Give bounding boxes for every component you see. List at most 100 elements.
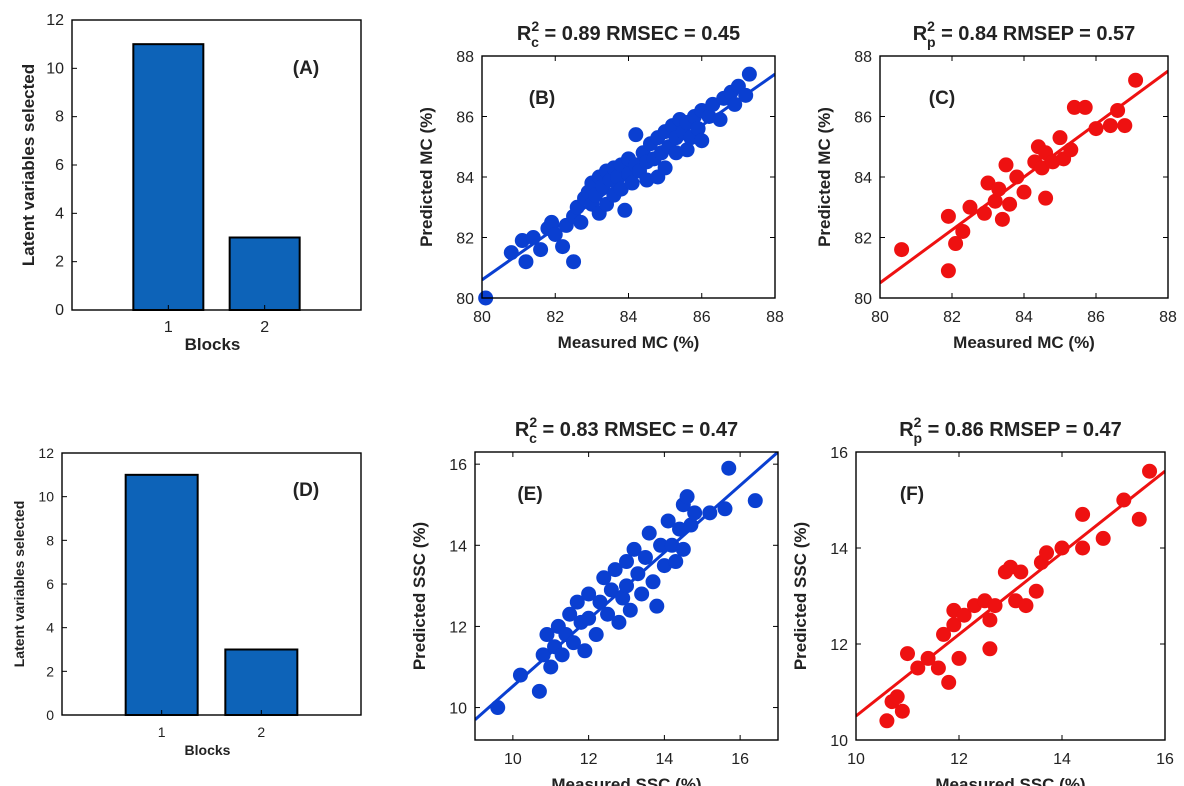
data-point [1131,511,1147,527]
data-point [940,263,956,279]
data-point [657,160,673,176]
data-point [879,713,895,729]
y-tick-label: 80 [456,291,474,308]
data-point [637,549,653,565]
y-tick-label: 82 [456,231,474,248]
y-tick-label: 8 [55,109,64,126]
data-point [581,586,597,602]
data-point [613,181,629,197]
data-point [1075,506,1091,522]
data-point [660,513,676,529]
data-point [596,570,612,586]
data-point [649,598,665,614]
x-tick-label: 12 [950,751,968,768]
panel-c-scatter: 80 82 84 86 88 80 82 84 86 88 Measured MC (%) Predi… [815,18,1177,352]
data-point [955,223,971,239]
data-point [738,87,754,103]
x-tick-label: 16 [731,751,749,768]
title-stats: = 0.89 RMSEC = 0.45 [539,23,740,45]
y-tick-label: 2 [55,254,64,271]
y-tick-label: 4 [55,205,64,222]
x-tick-label: 1 [164,319,173,336]
data-point [721,460,737,476]
data-point [894,242,910,258]
data-point [910,660,926,676]
panel-letter: (F) [900,484,924,505]
x-tick-label: 82 [546,309,564,326]
data-point [615,590,631,606]
data-point [668,554,684,570]
data-point [1077,99,1093,115]
x-tick-label: 80 [871,309,889,326]
data-point [936,626,952,642]
data-point [712,112,728,128]
data-point [525,230,541,245]
y-tick-label: 12 [830,637,848,654]
data-point [544,214,560,230]
y-tick-label: 10 [38,489,54,505]
data-point [619,554,634,570]
y-tick-label: 12 [449,619,467,636]
y-tick-label: 16 [830,445,848,462]
title-stats: = 0.84 RMSEP = 0.57 [936,23,1136,45]
x-tick-label: 86 [1087,309,1105,326]
y-tick-label: 14 [830,541,848,558]
title-subscript: p [927,34,936,50]
data-point [987,193,1003,209]
data-point [1063,142,1079,158]
y-tick-label: 86 [456,110,474,127]
data-point [624,175,640,191]
panel-letter: (E) [517,484,542,505]
data-point [1117,118,1133,134]
data-point [588,627,604,643]
data-point [747,493,763,509]
data-point [569,594,585,610]
data-point [994,211,1010,227]
data-point [940,208,956,224]
data-point [1038,190,1054,206]
x-tick-label: 14 [655,751,673,768]
data-point [1002,196,1018,212]
title-subscript: c [529,430,537,446]
x-tick-label: 2 [257,724,265,740]
panel-letter: (B) [529,88,555,109]
data-point [987,598,1003,614]
y-axis-title: Latent variables selected [19,64,38,266]
y-axis-title: Predicted SSC (%) [791,522,810,670]
x-tick-label: 84 [1015,309,1033,326]
data-point [956,607,972,623]
data-point [951,650,967,666]
data-point [717,501,733,517]
data-point [503,245,519,261]
y-tick-label: 4 [46,620,54,636]
y-tick-label: 0 [55,302,64,319]
y-tick-label: 84 [854,170,872,187]
data-point [539,627,555,643]
x-tick-label: 1 [158,724,166,740]
data-point [941,674,957,690]
data-point [641,525,657,541]
data-point [675,541,691,557]
x-tick-label: 86 [693,309,711,326]
data-point [518,254,534,270]
data-point [690,121,706,137]
data-point [1013,564,1029,580]
bar-1 [132,43,205,312]
data-point [543,659,559,675]
y-axis-title: Predicted MC (%) [815,107,834,247]
data-point [1116,492,1132,508]
y-tick-label: 12 [46,12,64,29]
data-point [611,614,627,630]
x-axis-title: Measured SSC (%) [551,775,701,786]
bar-2 [228,236,301,311]
data-point [512,667,528,683]
title-superscript: 2 [531,18,539,34]
panel-title: R2 p = 0.84 RMSEP = 0.57 [913,18,1136,50]
data-point [679,489,695,505]
data-point [741,66,757,82]
data-point [679,142,695,158]
title-r: R [913,23,928,45]
y-tick-label: 0 [46,707,54,723]
title-superscript: 2 [927,18,935,34]
data-point [562,606,578,622]
